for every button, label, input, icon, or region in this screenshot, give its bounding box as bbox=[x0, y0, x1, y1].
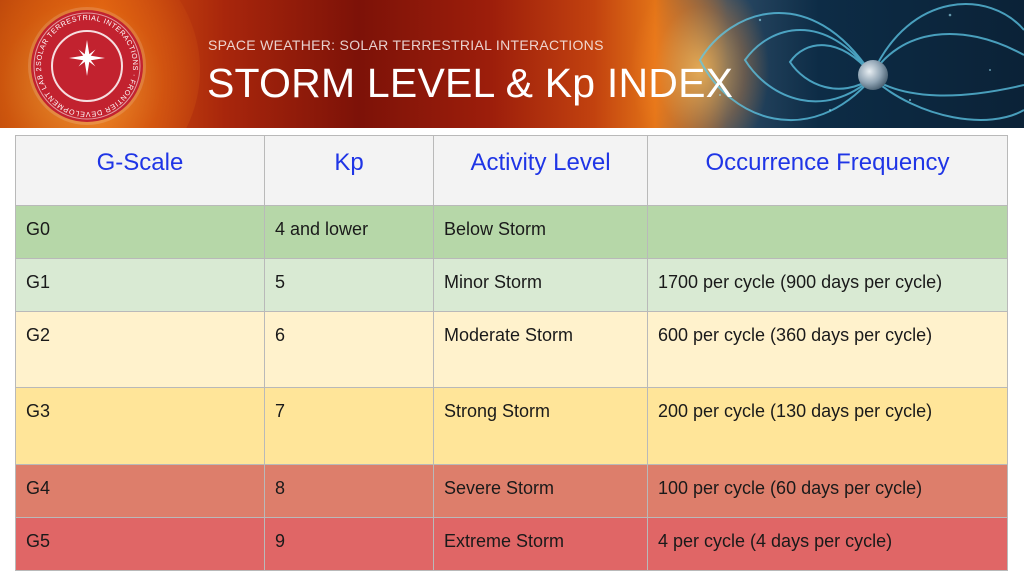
storm-level-table: G-Scale Kp Activity Level Occurrence Fre… bbox=[15, 135, 1008, 571]
frequency-cell: 600 per cycle (360 days per cycle) bbox=[647, 311, 1008, 388]
star-icon bbox=[69, 40, 105, 76]
page-title: STORM LEVEL & Kp INDEX bbox=[207, 60, 734, 106]
page-subtitle: SPACE WEATHER: SOLAR TERRESTRIAL INTERAC… bbox=[208, 37, 604, 53]
column-header-activity-level: Activity Level bbox=[433, 135, 648, 206]
frequency-cell bbox=[647, 205, 1008, 259]
activity-cell: Moderate Storm bbox=[433, 311, 648, 388]
g-scale-cell: G0 bbox=[15, 205, 265, 259]
kp-cell: 9 bbox=[264, 517, 434, 571]
kp-cell: 5 bbox=[264, 258, 434, 312]
column-header-occurrence-frequency: Occurrence Frequency bbox=[647, 135, 1008, 206]
g-scale-cell: G4 bbox=[15, 464, 265, 518]
column-header-kp: Kp bbox=[264, 135, 434, 206]
activity-cell: Strong Storm bbox=[433, 387, 648, 465]
kp-cell: 6 bbox=[264, 311, 434, 388]
activity-cell: Extreme Storm bbox=[433, 517, 648, 571]
activity-cell: Severe Storm bbox=[433, 464, 648, 518]
g-scale-cell: G1 bbox=[15, 258, 265, 312]
frequency-cell: 100 per cycle (60 days per cycle) bbox=[647, 464, 1008, 518]
kp-cell: 4 and lower bbox=[264, 205, 434, 259]
activity-cell: Below Storm bbox=[433, 205, 648, 259]
kp-cell: 7 bbox=[264, 387, 434, 465]
g-scale-cell: G5 bbox=[15, 517, 265, 571]
table-row-g0: G0 4 and lower Below Storm bbox=[15, 205, 1008, 259]
frequency-cell: 4 per cycle (4 days per cycle) bbox=[647, 517, 1008, 571]
logo-emblem bbox=[51, 30, 123, 102]
table-header-row: G-Scale Kp Activity Level Occurrence Fre… bbox=[15, 135, 1008, 206]
table-row-g3: G3 7 Strong Storm 200 per cycle (130 day… bbox=[15, 387, 1008, 465]
table-row-g2: G2 6 Moderate Storm 600 per cycle (360 d… bbox=[15, 311, 1008, 388]
activity-cell: Minor Storm bbox=[433, 258, 648, 312]
frequency-cell: 1700 per cycle (900 days per cycle) bbox=[647, 258, 1008, 312]
table-row-g5: G5 9 Extreme Storm 4 per cycle (4 days p… bbox=[15, 517, 1008, 571]
g-scale-cell: G2 bbox=[15, 311, 265, 388]
fdl-logo: SOLAR TERRESTRIAL INTERACTIONS · FRONTIE… bbox=[31, 10, 143, 122]
header-banner: SOLAR TERRESTRIAL INTERACTIONS · FRONTIE… bbox=[0, 0, 1024, 128]
earth-icon bbox=[858, 60, 888, 90]
table-row-g4: G4 8 Severe Storm 100 per cycle (60 days… bbox=[15, 464, 1008, 518]
magnetosphere-image bbox=[698, 3, 1024, 121]
column-header-g-scale: G-Scale bbox=[15, 135, 265, 206]
table-row-g1: G1 5 Minor Storm 1700 per cycle (900 day… bbox=[15, 258, 1008, 312]
g-scale-cell: G3 bbox=[15, 387, 265, 465]
kp-cell: 8 bbox=[264, 464, 434, 518]
frequency-cell: 200 per cycle (130 days per cycle) bbox=[647, 387, 1008, 465]
